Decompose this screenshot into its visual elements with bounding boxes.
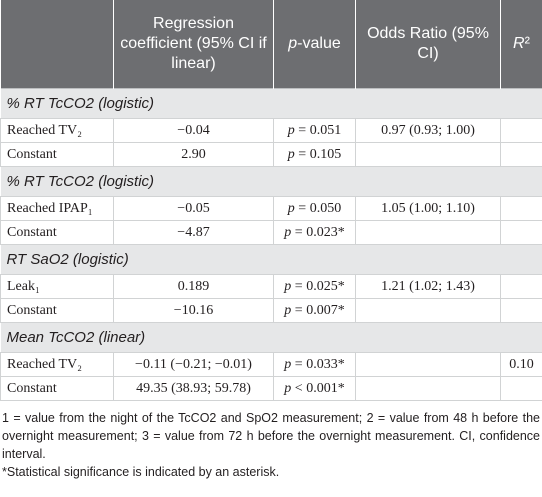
footnotes: 1 = value from the night of the TcCO2 an…: [0, 401, 542, 481]
text-part: = 0.051: [294, 122, 342, 138]
italic-part: p: [287, 146, 295, 162]
italic-part: p: [287, 122, 295, 138]
cell: Reached TV₂: [0, 118, 114, 143]
section-row: Mean TcCO2 (linear): [0, 322, 542, 353]
cell: p = 0.023*: [273, 220, 356, 245]
cell: Constant: [0, 298, 114, 323]
cell: [500, 376, 542, 401]
cell: p = 0.051: [273, 118, 356, 143]
footnote: 1 = value from the night of the TcCO2 an…: [2, 411, 540, 461]
cell: [500, 274, 542, 299]
cell: [500, 118, 542, 143]
header-row: Regression coefficient (95% CI if linear…: [0, 0, 542, 89]
section-row: % RT TcCO2 (logistic): [0, 166, 542, 197]
section-title: % RT TcCO2 (logistic): [0, 88, 542, 119]
italic-part: p: [284, 302, 292, 318]
data-row: Reached IPAP₁ −0.05 p = 0.050 1.05 (1.00; 1…: [0, 196, 542, 221]
cell: 49.35 (38.93; 59.78): [113, 376, 274, 401]
text-part: = 0.025*: [291, 278, 345, 294]
cell: −4.87: [113, 220, 274, 245]
header-cell: Odds Ratio (95% CI): [355, 0, 501, 89]
cell: 2.90: [113, 142, 274, 167]
cell: −10.16: [113, 298, 274, 323]
cell: [500, 196, 542, 221]
text-part: -value: [297, 35, 341, 52]
italic-part: p: [284, 356, 292, 372]
results-table: Regression coefficient (95% CI if linear…: [0, 0, 542, 401]
header-cell: R²: [500, 0, 542, 89]
cell: p = 0.105: [273, 142, 356, 167]
section-row: % RT TcCO2 (logistic): [0, 88, 542, 119]
cell: p = 0.033*: [273, 352, 356, 377]
cell: Reached TV₂: [0, 352, 114, 377]
cell: Reached IPAP₁: [0, 196, 114, 221]
cell: [355, 142, 501, 167]
italic-part: p: [284, 380, 292, 396]
cell: p < 0.001*: [273, 376, 356, 401]
italic-part: p: [288, 35, 298, 52]
cell: p = 0.007*: [273, 298, 356, 323]
italic-part: p: [284, 224, 292, 240]
cell: 0.189: [113, 274, 274, 299]
cell: [500, 298, 542, 323]
cell: 1.21 (1.02; 1.43): [355, 274, 501, 299]
data-row: Constant −10.16 p = 0.007*: [0, 298, 542, 323]
cell: −0.11 (−0.21; −0.01): [113, 352, 274, 377]
cell: −0.04: [113, 118, 274, 143]
cell: Constant: [0, 220, 114, 245]
data-row: Reached TV₂ −0.11 (−0.21; −0.01) p = 0.033…: [0, 352, 542, 377]
cell: [500, 142, 542, 167]
cell: [355, 220, 501, 245]
text-part: = 0.105: [294, 146, 342, 162]
cell: 0.97 (0.93; 1.00): [355, 118, 501, 143]
text-part: = 0.007*: [291, 302, 345, 318]
text-part: ²: [524, 35, 530, 52]
data-row: Constant −4.87 p = 0.023*: [0, 220, 542, 245]
text-part: < 0.001*: [291, 380, 345, 396]
section-row: RT SaO2 (logistic): [0, 244, 542, 275]
header-cell: p-value: [273, 0, 356, 89]
cell: 0.10: [500, 352, 542, 377]
cell: −0.05: [113, 196, 274, 221]
italic-part: p: [284, 278, 292, 294]
section-title: % RT TcCO2 (logistic): [0, 166, 542, 197]
data-row: Constant 2.90 p = 0.105: [0, 142, 542, 167]
section-title: Mean TcCO2 (linear): [0, 322, 542, 353]
cell: p = 0.025*: [273, 274, 356, 299]
text-part: = 0.050: [294, 200, 342, 216]
italic-part: p: [287, 200, 295, 216]
cell: [355, 376, 501, 401]
italic-part: R: [513, 35, 525, 52]
cell: [355, 352, 501, 377]
cell: Constant: [0, 376, 114, 401]
section-title: RT SaO2 (logistic): [0, 244, 542, 275]
cell: Leak₁: [0, 274, 114, 299]
data-row: Reached TV₂ −0.04 p = 0.051 0.97 (0.93; 1.0…: [0, 118, 542, 143]
cell: 1.05 (1.00; 1.10): [355, 196, 501, 221]
cell: Constant: [0, 142, 114, 167]
data-row: Constant 49.35 (38.93; 59.78) p < 0.001*: [0, 376, 542, 401]
footnote: *Statistical significance is indicated b…: [2, 465, 280, 479]
cell: [500, 220, 542, 245]
text-part: = 0.033*: [291, 356, 345, 372]
header-cell: Regression coefficient (95% CI if linear…: [113, 0, 274, 89]
cell: [355, 298, 501, 323]
header-cell: [0, 0, 114, 89]
cell: p = 0.050: [273, 196, 356, 221]
data-row: Leak₁ 0.189 p = 0.025* 1.21 (1.02; 1.43): [0, 274, 542, 299]
text-part: = 0.023*: [291, 224, 345, 240]
